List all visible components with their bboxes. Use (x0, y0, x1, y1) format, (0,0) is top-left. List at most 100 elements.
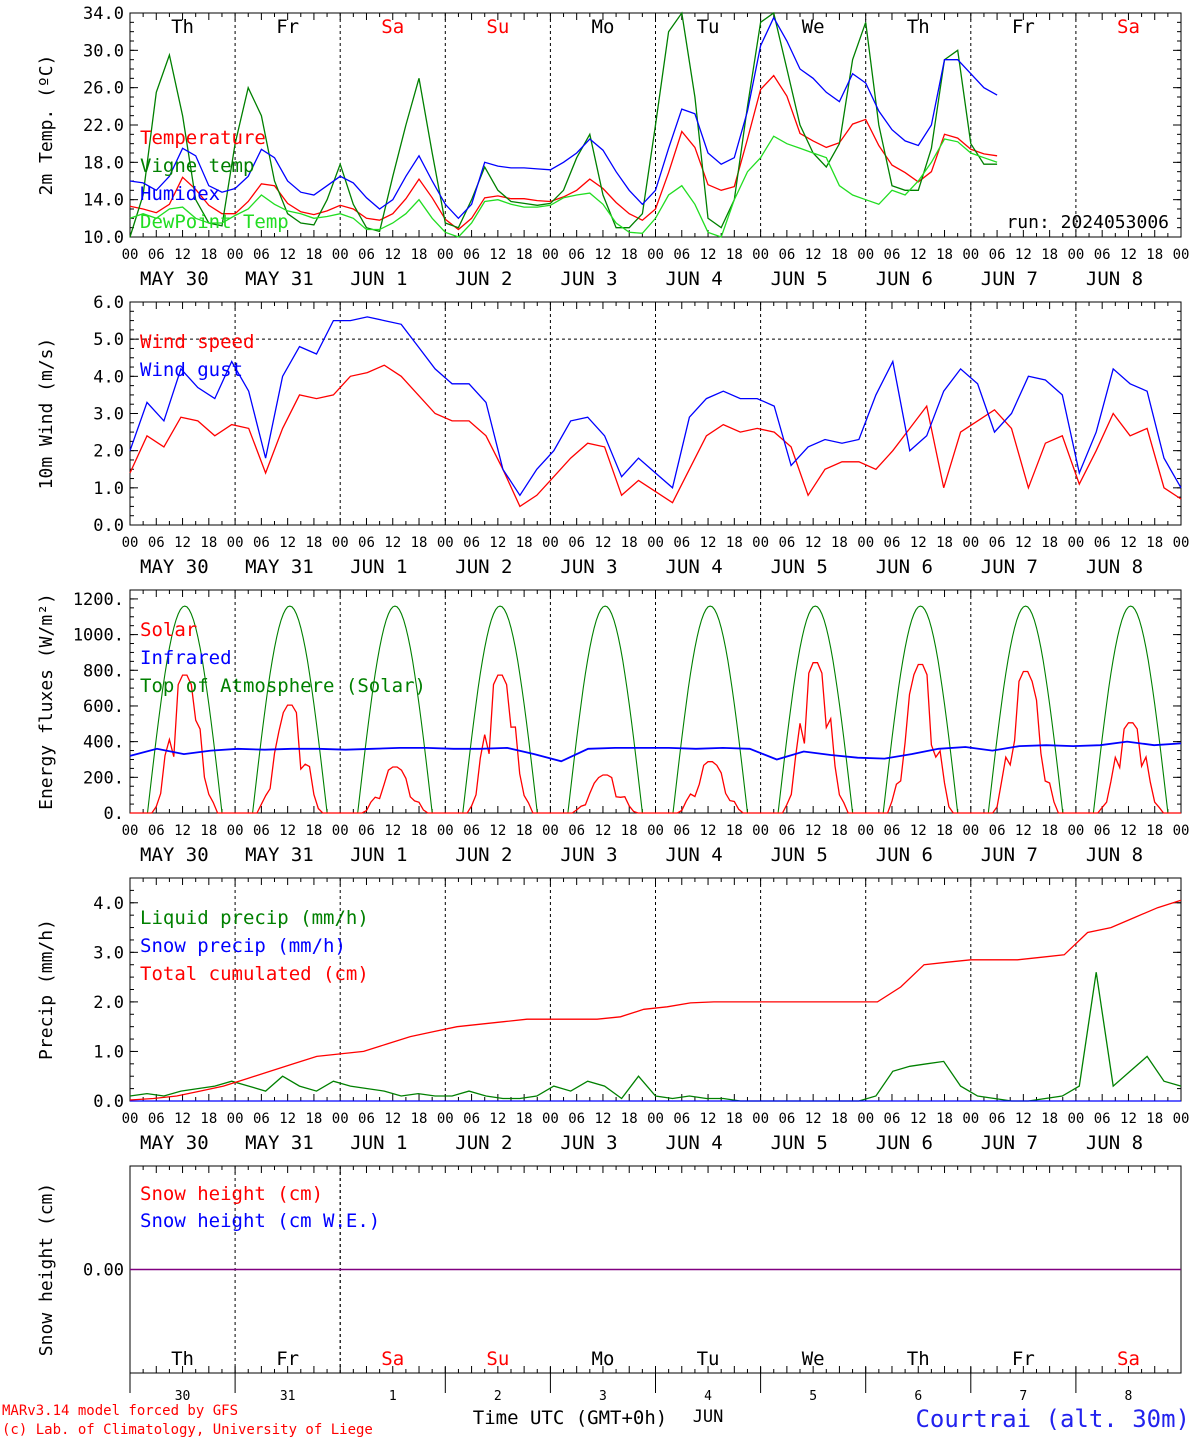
y-axis-label: 2m Temp. (ºC) (36, 55, 57, 196)
hour-tick-label: 06 (778, 535, 795, 551)
hour-tick-label: 18 (831, 1111, 848, 1127)
date-label: JUN 2 (455, 556, 512, 578)
hour-tick-label: 18 (1146, 823, 1163, 839)
hour-tick-label: 18 (1041, 1111, 1058, 1127)
panel-5: 0.00 Snow height (cm) Th 30 Fr 31 Sa 1 Su 2 Mo 3 Tu 4… (36, 1165, 1182, 1429)
day-label: We (802, 1348, 825, 1370)
hour-tick-label: 06 (1094, 535, 1111, 551)
day-label: Fr (276, 1348, 299, 1370)
hour-tick-label: 12 (700, 247, 717, 263)
hour-tick-label: 12 (595, 535, 612, 551)
date-label: MAY 30 (140, 268, 209, 290)
hour-tick-label: 06 (463, 1111, 480, 1127)
hour-tick-label: 06 (989, 823, 1006, 839)
hour-tick-label: 18 (726, 535, 743, 551)
hour-tick-label: 00 (227, 1111, 244, 1127)
hour-tick-label: 06 (989, 535, 1006, 551)
hour-tick-label: 00 (962, 1111, 979, 1127)
hour-tick-label: 06 (778, 823, 795, 839)
hour-tick-label: 18 (1041, 535, 1058, 551)
day-label: Th (907, 16, 930, 38)
day-label: Tu (697, 1348, 720, 1370)
hour-tick-label: 06 (1094, 823, 1111, 839)
hour-tick-label: 06 (673, 1111, 690, 1127)
date-label: JUN 2 (455, 844, 512, 866)
hour-tick-label: 18 (516, 1111, 533, 1127)
day-label: Fr (1012, 16, 1035, 38)
hour-tick-label: 06 (253, 1111, 270, 1127)
series-temperature (129, 74, 998, 231)
hour-tick-label: 06 (148, 247, 165, 263)
hour-tick-label: 18 (305, 823, 322, 839)
hour-tick-label: 00 (647, 1111, 664, 1127)
hour-tick-label: 06 (884, 247, 901, 263)
y-tick-label: 30.0 (83, 41, 124, 61)
hour-tick-label: 00 (227, 247, 244, 263)
hour-tick-label: 12 (595, 247, 612, 263)
hour-tick-label: 12 (279, 535, 296, 551)
date-label: JUN 6 (876, 844, 933, 866)
day-label: Th (907, 1348, 930, 1370)
hour-tick-label: 00 (542, 1111, 559, 1127)
hour-tick-label: 06 (358, 1111, 375, 1127)
y-tick-label: 14.0 (83, 191, 124, 211)
day-number: 30 (175, 1389, 191, 1404)
hour-tick-label: 06 (253, 247, 270, 263)
legend-entry: Snow height (cm W.E.) (140, 1210, 380, 1232)
hour-tick-label: 06 (358, 535, 375, 551)
date-label: MAY 31 (245, 844, 314, 866)
hour-tick-label: 06 (568, 1111, 585, 1127)
day-label: Su (486, 1348, 509, 1370)
hour-tick-label: 18 (621, 247, 638, 263)
hour-tick-label: 12 (910, 247, 927, 263)
day-label: Th (171, 1348, 194, 1370)
legend-entry: Infrared (140, 647, 232, 669)
hour-tick-label: 00 (227, 535, 244, 551)
hour-tick-label: 18 (621, 1111, 638, 1127)
hour-tick-label: 00 (647, 535, 664, 551)
hour-tick-label: 18 (200, 247, 217, 263)
hour-tick-label: 12 (805, 535, 822, 551)
y-tick-label: 4.0 (93, 894, 124, 914)
y-tick-label: 1.0 (93, 479, 124, 499)
y-axis-label: Precip (mm/h) (36, 919, 57, 1060)
hour-tick-label: 18 (726, 1111, 743, 1127)
hour-tick-label: 00 (542, 247, 559, 263)
panel-4: 0.0 1.0 2.0 3.0 4.0 Precip (mm/h) 00 06 12 18 MAY … (36, 877, 1189, 1154)
hour-tick-label: 18 (831, 247, 848, 263)
series-vigne-temp (129, 11, 998, 238)
date-label: JUN 5 (771, 556, 828, 578)
date-label: JUN 1 (350, 268, 407, 290)
hour-tick-label: 06 (1094, 247, 1111, 263)
hour-tick-label: 00 (332, 1111, 349, 1127)
hour-tick-label: 00 (332, 535, 349, 551)
date-label: JUN 8 (1086, 1132, 1143, 1154)
hour-tick-label: 18 (831, 535, 848, 551)
hour-tick-label: 18 (305, 1111, 322, 1127)
legend-entry: Total cumulated (cm) (140, 963, 369, 985)
hour-tick-label: 18 (200, 535, 217, 551)
day-label: Sa (1117, 1348, 1140, 1370)
y-tick-label: 1.0 (93, 1042, 124, 1062)
y-tick-label: 0.00 (83, 1261, 124, 1281)
hour-tick-label: 00 (647, 823, 664, 839)
hour-tick-label: 06 (673, 247, 690, 263)
hour-tick-label: 00 (542, 823, 559, 839)
date-label: JUN 6 (876, 1132, 933, 1154)
date-label: MAY 31 (245, 268, 314, 290)
hour-tick-label: 12 (910, 823, 927, 839)
hour-tick-label: 18 (936, 1111, 953, 1127)
hour-tick-label: 18 (831, 823, 848, 839)
date-label: MAY 30 (140, 1132, 209, 1154)
hour-tick-label: 00 (542, 535, 559, 551)
day-label: Mo (592, 16, 615, 38)
y-tick-label: 200. (83, 768, 124, 788)
hour-tick-label: 06 (884, 1111, 901, 1127)
hour-tick-label: 06 (358, 823, 375, 839)
date-label: JUN 1 (350, 844, 407, 866)
hour-tick-label: 00 (857, 535, 874, 551)
hour-tick-label: 18 (621, 535, 638, 551)
footer-model: MARv3.14 model forced by GFS (2, 1403, 238, 1419)
hour-tick-label: 06 (463, 823, 480, 839)
y-tick-label: 2.0 (93, 993, 124, 1013)
